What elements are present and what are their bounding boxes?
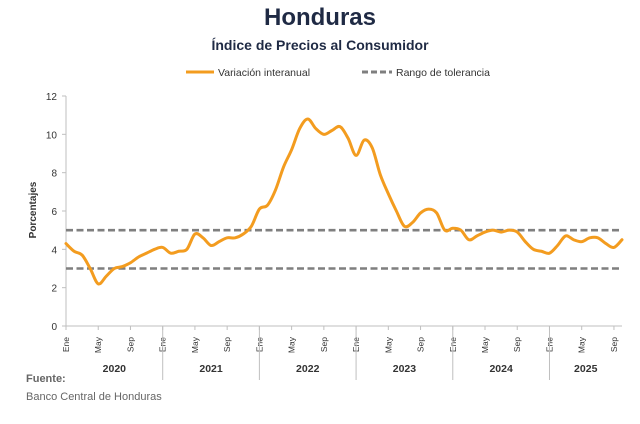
y-tick-label: 8 — [51, 169, 57, 180]
x-tick-label: Sep — [416, 337, 426, 352]
x-tick-label: Sep — [319, 337, 329, 352]
x-tick-label: Sep — [609, 337, 619, 352]
chart-subtitle: Índice de Precios al Consumidor — [211, 37, 429, 53]
y-tick-label: 10 — [46, 130, 58, 141]
y-tick-label: 6 — [51, 207, 57, 218]
legend-band-label: Rango de tolerancia — [396, 67, 490, 79]
legend-series-label: Variación interanual — [218, 67, 310, 79]
x-tick-label: May — [287, 336, 297, 353]
series-line — [64, 117, 624, 286]
legend: Variación interanual Rango de tolerancia — [186, 67, 490, 79]
year-label: 2025 — [574, 363, 598, 375]
x-tick-label: Ene — [61, 337, 71, 352]
year-label: 2022 — [296, 363, 320, 375]
chart-title: Honduras — [263, 4, 376, 31]
year-label: 2021 — [199, 363, 223, 375]
x-tick-label: Sep — [125, 337, 135, 352]
y-tick-label: 4 — [51, 245, 57, 256]
y-tick-label: 12 — [46, 92, 58, 103]
x-tick-label: May — [93, 336, 103, 353]
y-tick-label: 0 — [51, 322, 57, 333]
x-tick-label: May — [480, 336, 490, 353]
x-tick-label: May — [190, 336, 200, 353]
x-tick-label: May — [577, 336, 587, 353]
tolerance-band — [66, 228, 622, 270]
year-label: 2024 — [489, 363, 513, 375]
x-tick-label: May — [383, 336, 393, 353]
source-text: Banco Central de Honduras — [26, 391, 162, 403]
x-tick-label: Sep — [512, 337, 522, 352]
source-label: Fuente: — [26, 373, 66, 385]
year-label: 2020 — [103, 363, 127, 375]
series-layer — [64, 117, 624, 286]
x-tick-label: Sep — [222, 337, 232, 352]
year-label: 2023 — [393, 363, 417, 375]
y-axis-label: Porcentajes — [28, 181, 39, 238]
y-tick-label: 2 — [51, 284, 57, 295]
